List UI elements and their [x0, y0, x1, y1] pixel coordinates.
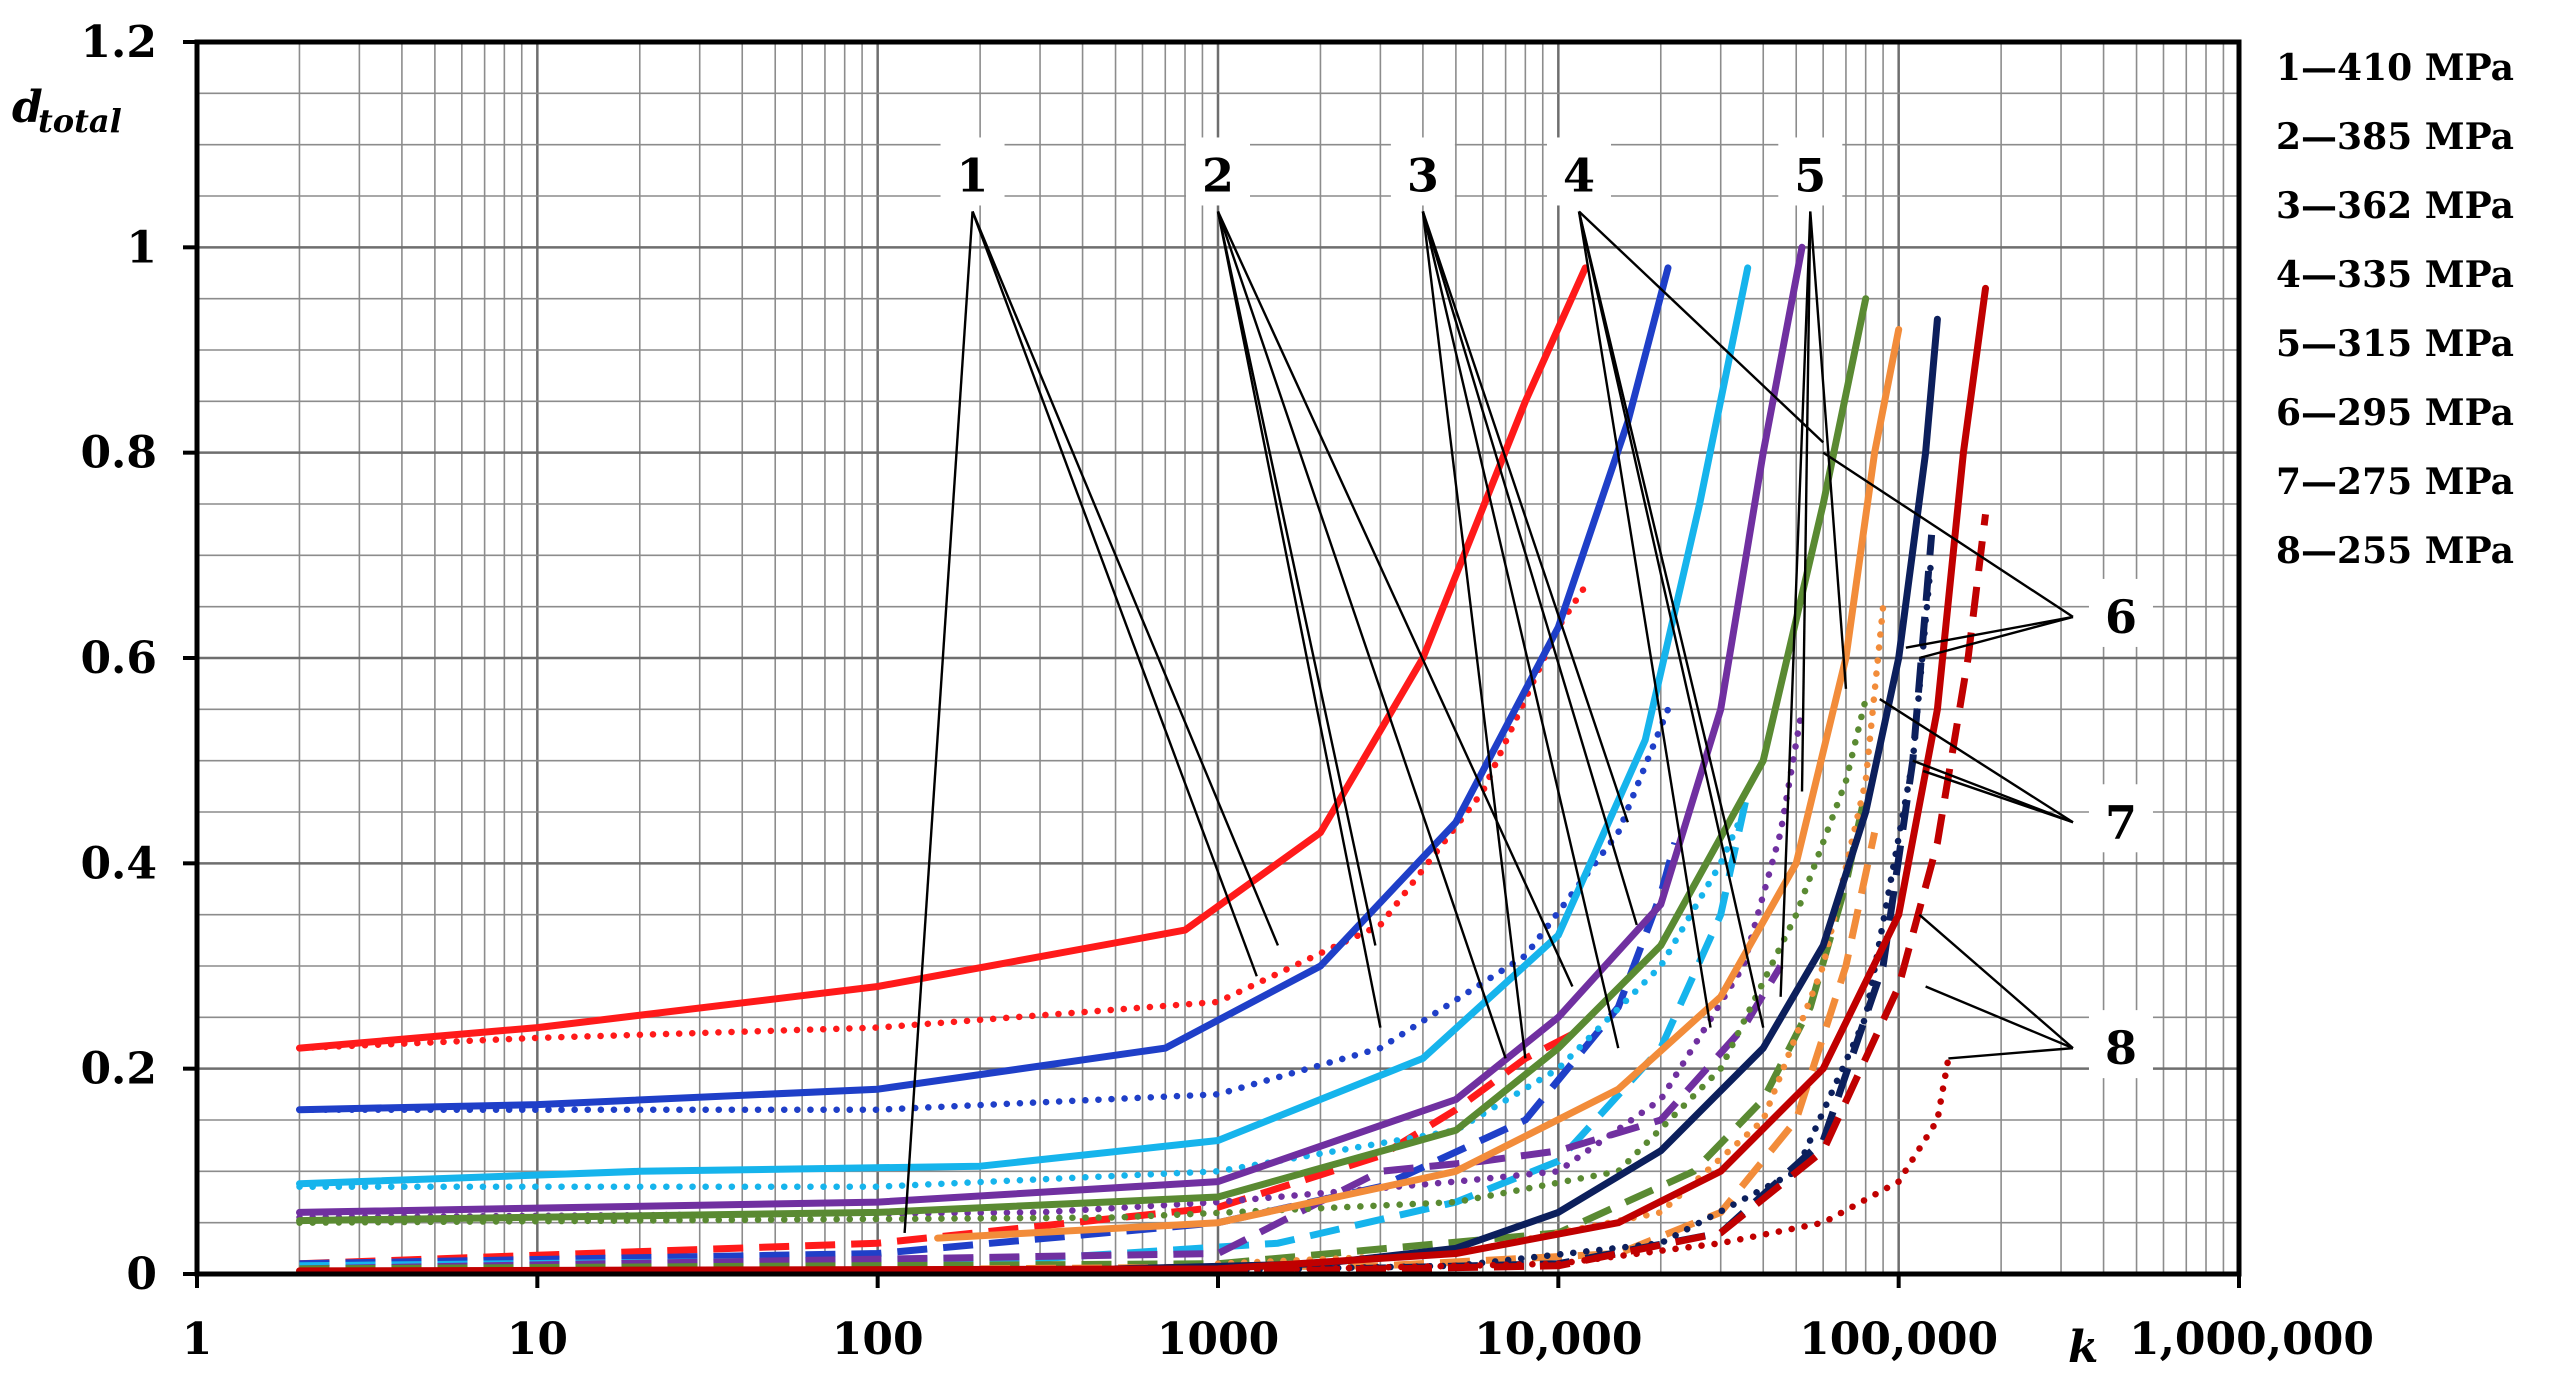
series-line — [296, 264, 1752, 1188]
annotation-leader — [1421, 211, 1620, 1049]
series-line — [296, 284, 1989, 1275]
y-tick-label: 0.6 — [80, 633, 157, 684]
series-line — [299, 964, 1784, 1273]
x-tick-label: 1,000,000 — [2129, 1314, 2374, 1365]
annotation-leader — [1216, 211, 1507, 1059]
y-axis-title: d total — [12, 82, 122, 140]
annotation-leader — [1918, 913, 2074, 1050]
series-line — [934, 326, 1903, 1242]
legend-entry: 6—295 MPa — [2276, 392, 2514, 434]
series-line — [296, 264, 1672, 1114]
annotation-label: 2 — [1202, 148, 1234, 202]
annotation-leader — [1577, 211, 1736, 864]
annotation-leader — [1948, 1046, 2074, 1060]
series-line — [296, 264, 1589, 1052]
annotation-box — [2088, 784, 2153, 853]
legend: 1—410 MPa 2—385 MPa 3—362 MPa 4—335 MPa 5—31… — [2276, 47, 2514, 572]
series-line — [296, 706, 1806, 1221]
annotation-label: 5 — [1794, 148, 1826, 202]
y-tick-label: 1.2 — [80, 17, 157, 68]
annotation-box — [1546, 137, 1611, 206]
y-tick-label: 0.4 — [80, 838, 157, 889]
annotation-label: 7 — [2105, 795, 2137, 849]
x-axis-title: k — [2068, 1322, 2099, 1373]
annotation-leader — [1216, 210, 1574, 988]
x-tick-label: 100,000 — [1799, 1314, 1998, 1365]
legend-entry: 3—362 MPa — [2276, 185, 2514, 227]
x-tick-label: 10,000 — [1474, 1314, 1642, 1365]
annotation-leader — [1925, 985, 2074, 1050]
legend-entry: 4—335 MPa — [2276, 254, 2514, 296]
annotation-leader — [1577, 211, 1765, 1028]
series-line — [296, 582, 1589, 1052]
series-line — [296, 695, 1869, 1226]
annotation-leader — [1421, 211, 1638, 926]
annotation-leader — [1578, 210, 1824, 444]
annotation-box — [1390, 137, 1455, 206]
tick-layer: 0 0.2 0.4 0.6 0.8 1 1.2 1 10 100 1000 10,000 100,000… — [80, 17, 2374, 1365]
annotation-label: 6 — [2105, 590, 2137, 644]
x-tick-label: 10 — [507, 1314, 568, 1365]
series-line — [299, 1024, 1587, 1268]
annotation-layer: 1 2 3 4 5 6 7 8 — [903, 137, 2153, 1234]
annotation-leader — [1800, 211, 1812, 792]
annotation-leader — [1421, 211, 1527, 1059]
annotation-leader — [1922, 769, 2074, 824]
annotation-leader — [971, 211, 1258, 977]
series-line — [296, 808, 1747, 1190]
y-tick-label: 1 — [126, 222, 157, 273]
legend-entry: 1—410 MPa — [2276, 47, 2514, 89]
annotation-label: 8 — [2105, 1021, 2137, 1075]
annotation-box — [2088, 578, 2153, 647]
x-tick-label: 100 — [832, 1314, 924, 1365]
legend-entry: 2—385 MPa — [2276, 116, 2514, 158]
annotation-leader — [1905, 615, 2074, 649]
annotation-box — [1778, 137, 1843, 206]
series-line — [1217, 513, 1989, 1276]
annotation-leader — [1421, 211, 1629, 823]
annotation-leader — [1879, 698, 2074, 824]
annotation-leader — [903, 211, 974, 1234]
annotation-label: 4 — [1563, 148, 1595, 202]
y-tick-label: 0 — [126, 1249, 157, 1300]
annotation-box — [2088, 1010, 2153, 1079]
annotation-box — [1186, 137, 1250, 206]
series-line — [299, 790, 1752, 1270]
annotation-leader — [1919, 615, 2074, 660]
annotation-leader — [1779, 211, 1812, 997]
y-axis-title-main: d — [12, 82, 43, 133]
annotation-leader — [971, 211, 1280, 946]
legend-entry: 7—275 MPa — [2276, 461, 2514, 503]
series-line — [296, 295, 1870, 1225]
grid — [195, 40, 2241, 1276]
legend-entry: 8—255 MPa — [2276, 530, 2514, 572]
y-axis-title-sub: total — [38, 102, 122, 140]
series-line — [296, 706, 1672, 1113]
annotation-leader — [1809, 211, 1848, 689]
legend-entry: 5—315 MPa — [2276, 323, 2514, 365]
annotation-label: 3 — [1407, 148, 1439, 202]
annotation-leader — [1216, 211, 1382, 1028]
y-tick-label: 0.8 — [80, 428, 157, 479]
series-line — [296, 243, 1806, 1216]
annotation-box — [940, 137, 1005, 206]
annotation-leader — [1822, 451, 2074, 618]
x-tick-label: 1 — [182, 1314, 213, 1365]
y-tick-label: 0.2 — [80, 1044, 157, 1095]
annotation-leader — [1216, 211, 1377, 946]
annotation-label: 1 — [957, 148, 989, 202]
x-tick-label: 1000 — [1157, 1314, 1279, 1365]
annotation-leader — [1577, 211, 1712, 1028]
